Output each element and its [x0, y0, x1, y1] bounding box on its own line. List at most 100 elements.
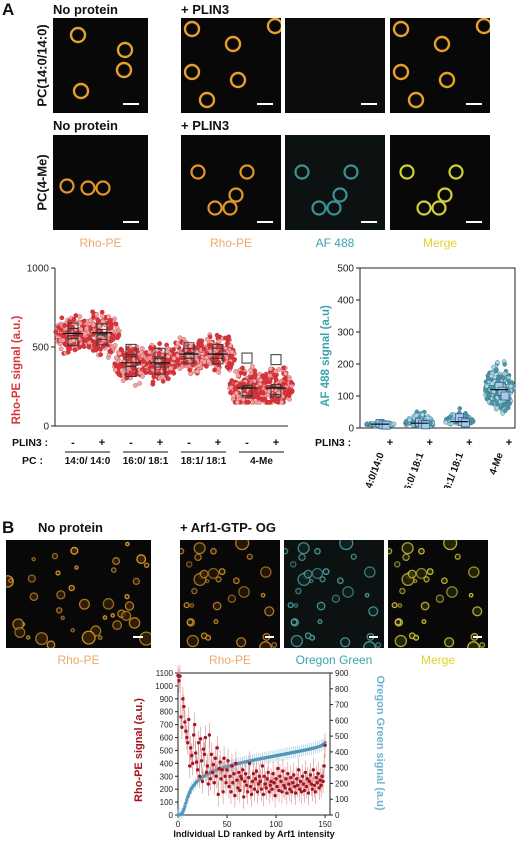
rho-pe-point: [259, 787, 264, 791]
lipid-droplet: [74, 565, 79, 570]
y-tick-label: 300: [337, 328, 354, 339]
data-point: [483, 387, 488, 393]
left-y-tick-label: 300: [160, 772, 174, 781]
left-y-tick-label: 1100: [156, 669, 174, 678]
oregon-green-right-axis-label: Oregon Green signal (a.u): [374, 675, 386, 810]
rho-pe-point: [303, 770, 308, 775]
lipid-droplet: [121, 610, 132, 621]
data-point: [126, 361, 132, 366]
data-point: [177, 335, 183, 341]
replicate-mean: [183, 352, 195, 364]
plin3-mark: -: [187, 437, 191, 449]
data-point: [229, 378, 235, 383]
lipid-droplet: [331, 594, 341, 603]
rho-pe-point: [261, 792, 266, 797]
rho-pe-point: [242, 779, 247, 784]
data-point: [252, 373, 258, 379]
data-point: [489, 373, 494, 379]
lipid-droplet: [441, 577, 448, 585]
rho-pe-point: [297, 787, 302, 791]
data-point: [156, 351, 162, 357]
data-point: [147, 369, 153, 375]
channel-label-rho-pe: Rho-PE: [208, 653, 252, 667]
rho-pe-point: [196, 741, 201, 745]
rho-pe-point: [208, 777, 213, 781]
rho-pe-swarm-chart: Rho-PE signal (a.u.) 0 500 1000 PLIN3 : PC …: [11, 264, 295, 467]
rho-pe-point: [209, 752, 214, 757]
data-point: [486, 376, 491, 381]
data-point: [140, 374, 145, 379]
left-y-tick-label: 900: [160, 695, 174, 704]
data-point: [447, 414, 453, 420]
rho-pe-point: [224, 781, 228, 785]
rho-pe-point: [302, 788, 307, 793]
right-y-tick-label: 300: [335, 764, 349, 773]
data-point: [95, 317, 100, 322]
row2-plin3-title: + PLIN3: [181, 118, 230, 133]
data-point: [108, 325, 114, 331]
data-point: [229, 349, 235, 355]
data-point: [119, 367, 125, 373]
rho-pe-point: [288, 787, 292, 791]
data-point: [157, 341, 162, 346]
data-point: [484, 383, 489, 389]
rho-pe-point: [219, 777, 223, 781]
data-point: [99, 309, 105, 315]
data-point: [91, 322, 96, 328]
rho-pe-point: [321, 779, 325, 784]
data-point: [243, 399, 249, 405]
data-point: [283, 371, 288, 376]
plin3-mark: +: [157, 437, 163, 449]
x-tick-label: 150: [318, 820, 332, 829]
data-point: [240, 396, 246, 402]
lipid-droplet: [340, 637, 351, 648]
rho-pe-point: [283, 786, 287, 790]
data-point: [489, 401, 495, 406]
lipid-droplet: [180, 547, 185, 555]
lipid-droplet: [189, 603, 195, 608]
rho-pe-point: [242, 795, 246, 799]
x-tick-label: 50: [223, 820, 232, 829]
data-point: [53, 329, 59, 335]
rho-pe-point: [206, 782, 211, 786]
lipid-droplet: [8, 578, 14, 584]
lipid-droplet: [205, 578, 210, 584]
rho-pe-point: [319, 783, 323, 788]
rho-pe-point: [184, 729, 188, 733]
plin3-mark: -: [129, 437, 133, 449]
oregon-green-point: [184, 801, 188, 805]
data-point: [502, 362, 507, 367]
rho-pe-point: [293, 791, 298, 795]
rho-pe-point: [301, 782, 306, 786]
data-point: [420, 412, 425, 417]
rho-pe-point: [223, 774, 227, 778]
left-y-tick-label: 500: [160, 746, 174, 755]
category-label: 18:1/ 18:1: [440, 451, 466, 488]
row1-lipid-label: PC(14:0/14:0): [34, 24, 50, 107]
rho-pe-point: [235, 778, 239, 782]
micrograph-b-arf1-rho: [180, 540, 280, 648]
rho-pe-point: [286, 771, 290, 776]
lipid-droplet: [401, 542, 414, 555]
data-point: [230, 393, 236, 399]
data-point: [178, 355, 184, 361]
rho-pe-point: [310, 787, 315, 791]
data-point: [130, 347, 136, 353]
lipid-droplet: [394, 634, 408, 648]
data-point: [81, 343, 86, 349]
lipid-droplet: [350, 553, 357, 560]
data-point: [196, 344, 201, 350]
data-point: [86, 344, 92, 350]
data-point: [216, 338, 222, 344]
replicate-mean: [96, 334, 108, 346]
replicate-mean: [125, 343, 137, 355]
data-point: [289, 388, 295, 393]
lipid-droplet: [205, 634, 212, 641]
rho-pe-point: [248, 784, 253, 789]
rho-pe-point: [249, 792, 254, 797]
rho-pe-point: [276, 766, 280, 771]
rho-pe-point: [214, 774, 218, 778]
lipid-droplet: [444, 637, 455, 648]
data-point: [233, 369, 238, 374]
rho-pe-point: [193, 751, 198, 755]
